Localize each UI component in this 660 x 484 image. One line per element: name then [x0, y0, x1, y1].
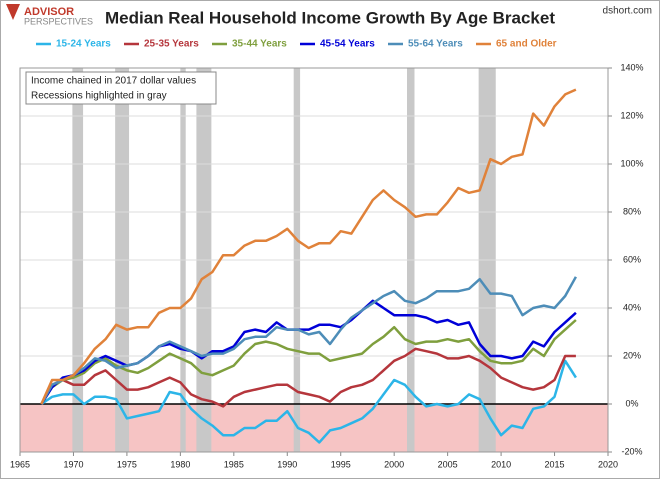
logo-bottom: PERSPECTIVES: [24, 16, 93, 26]
y-tick-label: -20%: [621, 446, 642, 456]
x-tick-label: 1975: [117, 459, 137, 469]
x-tick-label: 1980: [170, 459, 190, 469]
y-tick-label: 20%: [623, 350, 641, 360]
y-tick-label: 140%: [620, 62, 643, 72]
legend-label: 25-35 Years: [144, 39, 199, 50]
legend-label: 45-54 Years: [320, 39, 375, 50]
x-tick-label: 1985: [224, 459, 244, 469]
y-tick-label: 100%: [620, 158, 643, 168]
legend-label: 55-64 Years: [408, 39, 463, 50]
y-tick-label: 60%: [623, 254, 641, 264]
y-tick-label: 0%: [625, 398, 638, 408]
chart-title: Median Real Household Income Growth By A…: [105, 8, 555, 27]
series-line: [40, 359, 577, 444]
x-tick-label: 1965: [10, 459, 30, 469]
x-tick-label: 2005: [438, 459, 458, 469]
y-tick-label: 40%: [623, 302, 641, 312]
series-line: [40, 88, 577, 405]
legend-label: 35-44 Years: [232, 39, 287, 50]
series-line: [40, 276, 577, 405]
x-tick-label: 1990: [277, 459, 297, 469]
series-line: [40, 347, 576, 408]
x-tick-label: 2010: [491, 459, 511, 469]
series-line: [40, 319, 577, 405]
legend-label: 65 and Older: [496, 39, 557, 50]
annotation-box: [25, 71, 217, 105]
y-tick-label: 80%: [623, 206, 641, 216]
plot-border: [19, 67, 609, 453]
y-tick-label: 120%: [620, 110, 643, 120]
credit: dshort.com: [603, 6, 652, 17]
logo-icon: [6, 4, 20, 20]
annotation: Income chained in 2017 dollar values: [31, 76, 196, 87]
legend-label: 15-24 Years: [56, 39, 111, 50]
x-tick-label: 1970: [63, 459, 83, 469]
annotation: Recessions highlighted in gray: [31, 91, 167, 102]
x-tick-label: 2020: [598, 459, 618, 469]
x-tick-label: 2015: [545, 459, 565, 469]
logo-top: ADVISOR: [24, 6, 74, 18]
x-tick-label: 2000: [384, 459, 404, 469]
plot: -20% 0% 20% 40% 60% 80% 100% 120% 140% 1965 1970 19…: [10, 62, 644, 469]
x-tick-label: 1995: [331, 459, 351, 469]
